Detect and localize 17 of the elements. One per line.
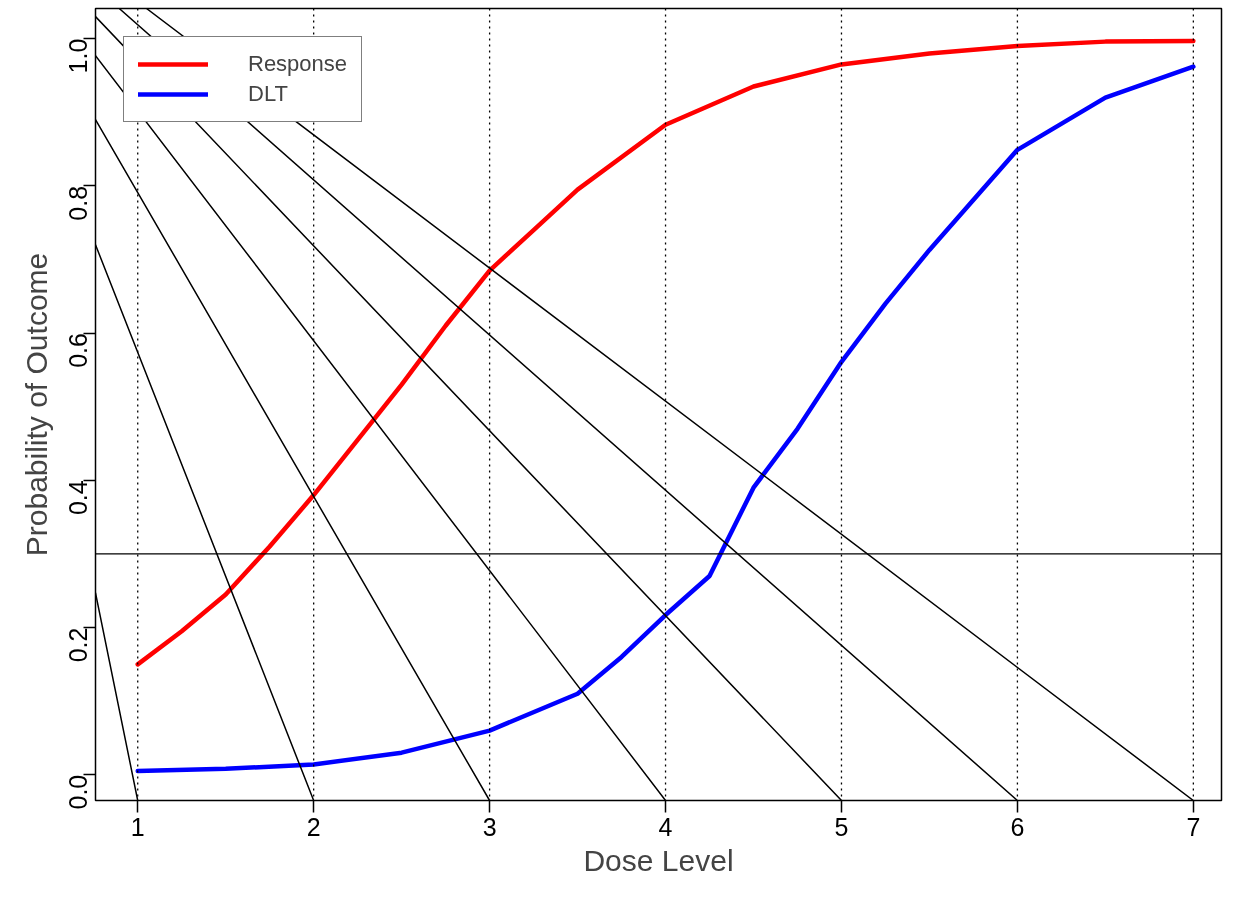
x-tick-label: 2 (306, 812, 321, 841)
x-tick-label: 7 (1186, 812, 1201, 841)
x-tick-label: 4 (658, 812, 673, 841)
y-tick-label: 1.0 (64, 38, 93, 74)
y-tick-label: 0.4 (64, 480, 93, 516)
x-tick-label: 6 (1010, 812, 1025, 841)
legend-label: Response (248, 51, 348, 77)
y-axis-title: Probability of Outcome (19, 252, 53, 557)
y-tick-label: 0.0 (64, 774, 93, 810)
x-tick-label: 3 (482, 812, 497, 841)
y-tick-label: 0.8 (64, 185, 93, 221)
x-tick-label: 1 (130, 812, 145, 841)
y-tick-label: 0.2 (64, 627, 93, 663)
y-tick-label: 0.6 (64, 333, 93, 368)
x-tick-label: 5 (834, 812, 849, 841)
legend-label: DLT (248, 81, 288, 107)
x-axis-title: Dose Level (583, 843, 734, 877)
